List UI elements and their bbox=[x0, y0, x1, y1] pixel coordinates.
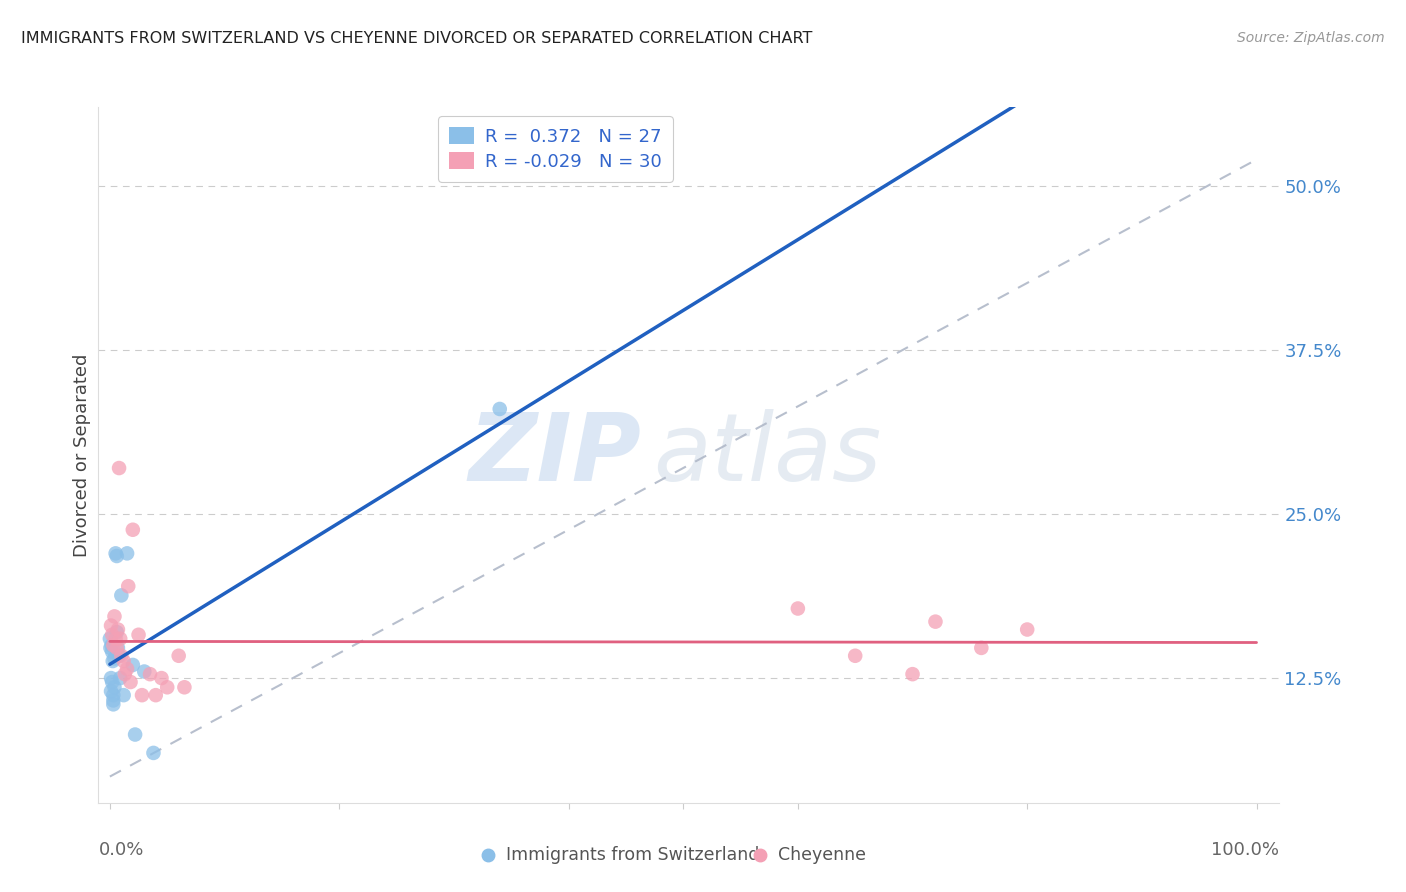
Text: Immigrants from Switzerland: Immigrants from Switzerland bbox=[506, 846, 759, 864]
Point bbox=[128, 628, 150, 642]
Text: atlas: atlas bbox=[654, 409, 882, 500]
Point bbox=[970, 640, 993, 655]
Point bbox=[103, 651, 125, 665]
Point bbox=[142, 746, 165, 760]
Point bbox=[131, 688, 153, 702]
Point bbox=[101, 645, 124, 659]
Text: Source: ZipAtlas.com: Source: ZipAtlas.com bbox=[1237, 31, 1385, 45]
Text: Cheyenne: Cheyenne bbox=[778, 846, 866, 864]
Point bbox=[145, 688, 167, 702]
Point bbox=[100, 640, 122, 655]
Point bbox=[108, 632, 131, 646]
Point bbox=[124, 727, 146, 741]
Point bbox=[107, 640, 129, 655]
Point bbox=[108, 648, 131, 663]
Point bbox=[786, 601, 808, 615]
Point bbox=[103, 698, 125, 712]
Point bbox=[105, 640, 128, 655]
Point bbox=[101, 628, 124, 642]
Point bbox=[110, 588, 132, 602]
Point bbox=[117, 579, 139, 593]
Point bbox=[110, 648, 132, 663]
Point bbox=[107, 623, 129, 637]
Point bbox=[121, 523, 143, 537]
Point bbox=[115, 662, 138, 676]
Y-axis label: Divorced or Separated: Divorced or Separated bbox=[73, 353, 91, 557]
Point bbox=[112, 654, 135, 668]
Point bbox=[120, 675, 142, 690]
Point bbox=[114, 667, 136, 681]
Legend: R =  0.372   N = 27, R = -0.029   N = 30: R = 0.372 N = 27, R = -0.029 N = 30 bbox=[439, 116, 672, 182]
Point bbox=[108, 461, 131, 475]
Point bbox=[115, 546, 138, 560]
Point bbox=[901, 667, 924, 681]
Point bbox=[103, 693, 125, 707]
Point bbox=[103, 638, 125, 652]
Point bbox=[134, 665, 156, 679]
Point bbox=[100, 618, 122, 632]
Point bbox=[488, 401, 510, 416]
Text: 0.0%: 0.0% bbox=[98, 841, 143, 859]
Point bbox=[103, 609, 125, 624]
Point bbox=[108, 671, 131, 685]
Point bbox=[104, 632, 127, 646]
Point bbox=[100, 638, 122, 652]
Text: 100.0%: 100.0% bbox=[1212, 841, 1279, 859]
Point bbox=[1017, 623, 1039, 637]
Point bbox=[150, 671, 173, 685]
Point bbox=[173, 680, 195, 694]
Point bbox=[844, 648, 866, 663]
Point bbox=[100, 671, 122, 685]
Point bbox=[98, 632, 121, 646]
Point bbox=[156, 680, 179, 694]
Point bbox=[105, 625, 128, 640]
Text: ZIP: ZIP bbox=[468, 409, 641, 501]
Point bbox=[103, 688, 125, 702]
Point bbox=[103, 680, 125, 694]
Point bbox=[105, 549, 128, 563]
Point bbox=[101, 654, 124, 668]
Point bbox=[104, 546, 127, 560]
Point bbox=[101, 675, 124, 690]
Point bbox=[100, 684, 122, 698]
Point bbox=[121, 657, 143, 672]
Point bbox=[139, 667, 162, 681]
Point bbox=[924, 615, 946, 629]
Text: IMMIGRANTS FROM SWITZERLAND VS CHEYENNE DIVORCED OR SEPARATED CORRELATION CHART: IMMIGRANTS FROM SWITZERLAND VS CHEYENNE … bbox=[21, 31, 813, 46]
Point bbox=[112, 688, 135, 702]
Point bbox=[167, 648, 190, 663]
